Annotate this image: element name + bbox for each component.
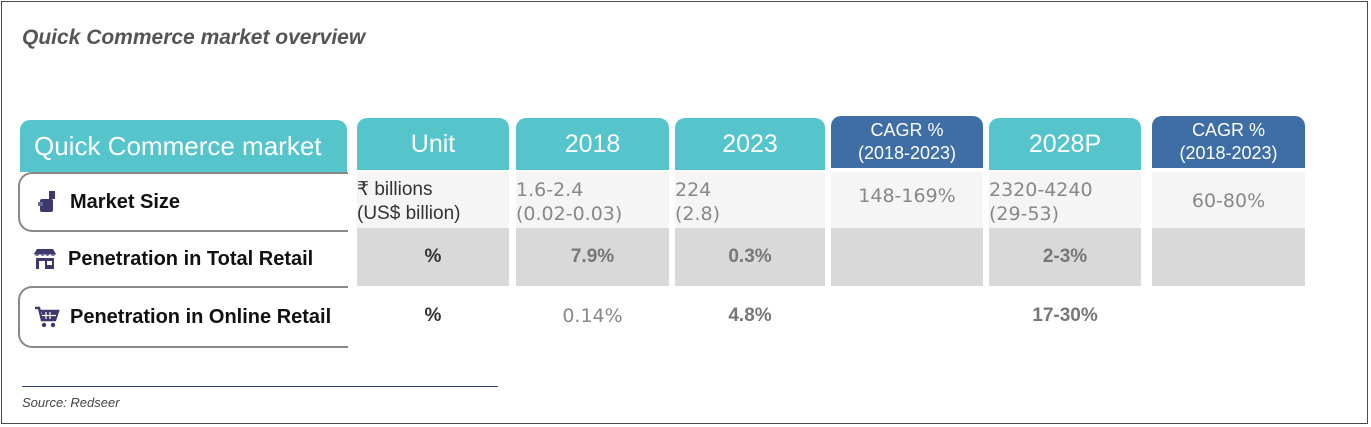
header-unit: Unit bbox=[357, 118, 509, 170]
header-2018: 2018 bbox=[516, 118, 669, 170]
header-cagr-1-line2: (2018-2023) bbox=[857, 143, 957, 163]
row-label-text: Market Size bbox=[70, 190, 181, 213]
header-cagr-2-line1: CAGR % bbox=[1191, 120, 1265, 140]
source-note: Source: Redseer bbox=[22, 395, 120, 410]
store-icon bbox=[32, 246, 58, 272]
cell-unit-online-retail: % bbox=[357, 286, 509, 346]
row-label-text: Penetration in Total Retail bbox=[68, 247, 314, 270]
cell-cagr2-online-retail bbox=[1152, 286, 1305, 346]
header-2023: 2023 bbox=[675, 118, 825, 170]
cell-2023-total-retail: 0.3% bbox=[675, 228, 825, 286]
cell-unit-total-retail: % bbox=[357, 228, 509, 286]
cell-2018-market-size: 1.6-2.4 (0.02-0.03) bbox=[516, 172, 669, 228]
row-label-online-retail: Penetration in Online Retail bbox=[18, 286, 348, 348]
header-cagr-1: CAGR % (2018-2023) bbox=[831, 116, 983, 168]
cell-line: (0.02-0.03) bbox=[516, 203, 623, 225]
source-divider bbox=[22, 386, 498, 387]
cell-line: 224 bbox=[675, 179, 712, 201]
column-unit: ₹ billions (US$ billion) % % bbox=[357, 172, 509, 346]
column-2028p: 2320-4240 (29-53) 2-3% 17-30% bbox=[989, 172, 1141, 346]
cell-2018-total-retail: 7.9% bbox=[516, 228, 669, 286]
header-cagr-2-line2: (2018-2023) bbox=[1179, 143, 1278, 163]
column-cagr-1: 148-169% bbox=[831, 172, 983, 346]
shopping-cart-icon bbox=[34, 304, 60, 330]
header-cagr-2: CAGR % (2018-2023) bbox=[1152, 116, 1305, 168]
cell-unit-market-size: ₹ billions (US$ billion) bbox=[357, 172, 509, 228]
cell-2028-market-size: 2320-4240 (29-53) bbox=[989, 172, 1141, 228]
header-cagr-1-line1: CAGR % bbox=[870, 120, 944, 140]
cell-cagr2-market-size: 60-80% bbox=[1191, 190, 1266, 212]
market-size-icon bbox=[34, 189, 60, 215]
column-2018: 1.6-2.4 (0.02-0.03) 7.9% 0.14% bbox=[516, 172, 669, 346]
row-label-market-size: Market Size bbox=[18, 172, 348, 232]
cell-line: (US$ billion) bbox=[357, 203, 461, 224]
header-row-label: Quick Commerce market bbox=[20, 120, 347, 172]
cell-cagr2-total-retail bbox=[1152, 228, 1305, 286]
cell-2018-online-retail: 0.14% bbox=[516, 286, 669, 346]
cell-line: (2.8) bbox=[675, 203, 721, 225]
column-cagr-2: 60-80% bbox=[1152, 172, 1305, 346]
cell-2028-online-retail: 17-30% bbox=[989, 286, 1141, 346]
row-label-text: Penetration in Online Retail bbox=[70, 305, 332, 328]
cell-2023-market-size: 224 (2.8) bbox=[675, 172, 825, 228]
cell-line: ₹ billions bbox=[357, 179, 433, 200]
cell-cagr1-market-size: 148-169% bbox=[858, 185, 956, 207]
cell-line: 1.6-2.4 bbox=[516, 179, 584, 201]
cell-2028-total-retail: 2-3% bbox=[989, 228, 1141, 286]
row-label-total-retail: Penetration in Total Retail bbox=[18, 230, 348, 288]
column-2023: 224 (2.8) 0.3% 4.8% bbox=[675, 172, 825, 346]
cell-2023-online-retail: 4.8% bbox=[675, 286, 825, 346]
cell-cagr1-total-retail bbox=[831, 228, 983, 286]
cell-line: (29-53) bbox=[989, 203, 1060, 225]
cell-line: 2320-4240 bbox=[989, 179, 1093, 201]
page-title: Quick Commerce market overview bbox=[22, 26, 366, 49]
header-2028p: 2028P bbox=[989, 118, 1141, 170]
cell-cagr1-online-retail bbox=[831, 286, 983, 346]
